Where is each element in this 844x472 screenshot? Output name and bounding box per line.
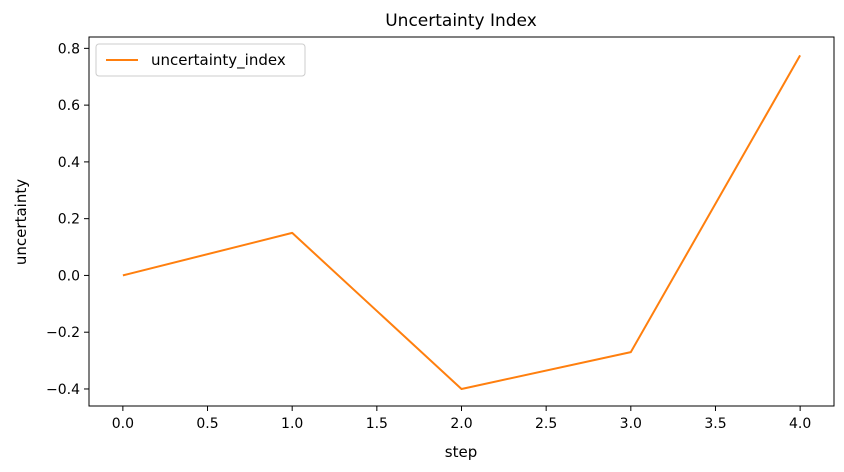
series-line-uncertainty-index [122,54,801,390]
y-tick-label: 0.2 [58,212,80,228]
x-tick-label: 0.5 [196,416,218,432]
x-axis-ticks: 0.0 0.5 1.0 1.5 2.0 2.5 3.0 3.5 4.0 [112,406,811,432]
y-axis-ticks: −0.4 −0.2 0.0 0.2 0.4 0.6 0.8 [46,41,89,398]
x-axis-label: step [445,443,477,461]
y-tick-label: −0.2 [46,325,80,341]
y-axis-label: uncertainty [12,179,30,265]
plot-frame [88,36,835,407]
legend: uncertainty_index [95,43,306,77]
y-tick-label: 0.4 [58,155,80,171]
legend-label-uncertainty-index: uncertainty_index [151,51,286,70]
x-tick-label: 0.0 [112,416,134,432]
x-tick-label: 3.5 [704,416,726,432]
x-tick-label: 4.0 [789,416,811,432]
x-tick-label: 1.0 [281,416,303,432]
y-tick-label: 0.8 [58,41,80,57]
x-tick-label: 3.0 [620,416,642,432]
x-tick-label: 2.0 [450,416,472,432]
y-tick-label: 0.0 [58,268,80,284]
y-tick-label: 0.6 [58,98,80,114]
legend-box [95,43,306,77]
plot-series [122,54,801,390]
x-tick-label: 2.5 [535,416,557,432]
x-tick-label: 1.5 [366,416,388,432]
chart-title: Uncertainty Index [385,11,537,31]
y-tick-label: −0.4 [46,382,80,398]
